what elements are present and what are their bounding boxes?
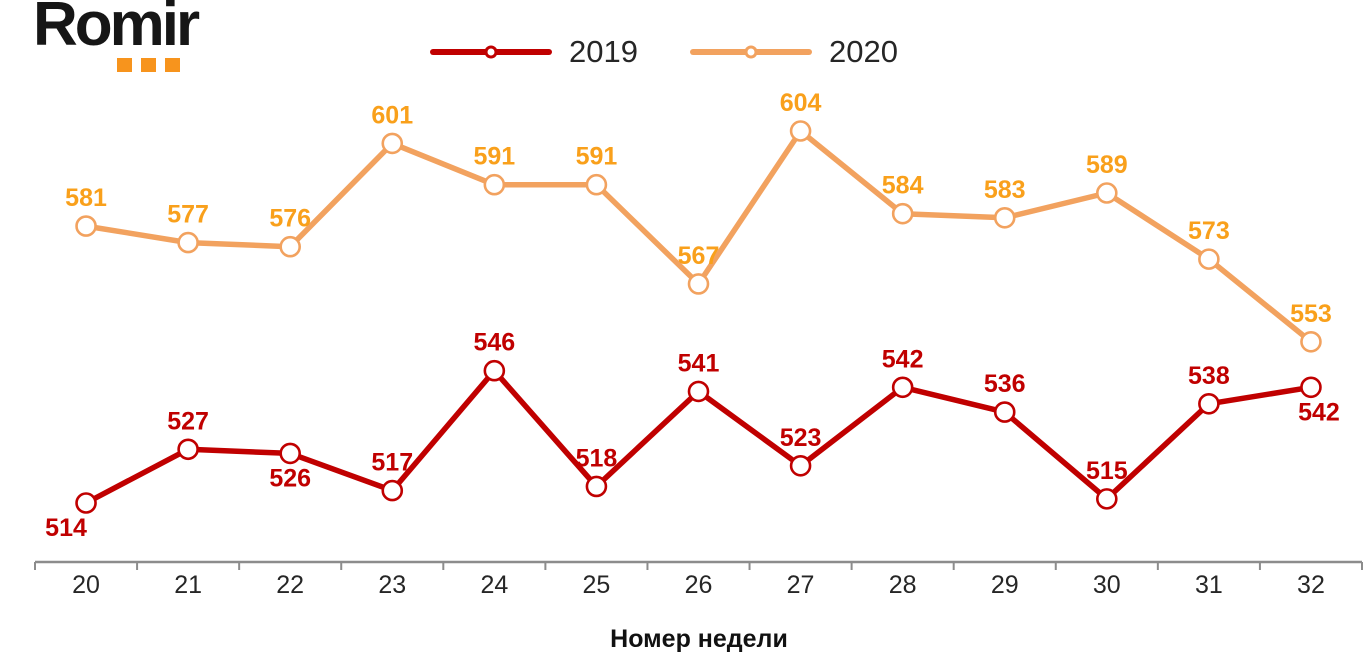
series-2020-marker xyxy=(483,173,506,196)
data-label-2019: 523 xyxy=(780,424,822,452)
x-tick-label: 26 xyxy=(685,571,713,599)
legend-line-swatch xyxy=(430,45,552,58)
series-2019-marker xyxy=(483,359,506,382)
x-tick-label: 23 xyxy=(378,571,406,599)
x-tick-label: 22 xyxy=(276,571,304,599)
series-2020-marker xyxy=(381,132,404,155)
data-label-2019: 542 xyxy=(882,345,924,373)
series-2019-marker xyxy=(1300,376,1322,399)
x-tick-label: 21 xyxy=(174,571,202,599)
data-label-2020: 604 xyxy=(780,89,822,117)
chart-legend: 2019 2020 xyxy=(430,36,898,67)
data-label-2020: 576 xyxy=(269,205,311,233)
legend-item-2020: 2020 xyxy=(689,34,898,69)
data-label-2020: 591 xyxy=(576,143,618,171)
series-2020-marker xyxy=(1198,248,1220,270)
legend-line-swatch xyxy=(689,45,812,58)
data-label-2019: 518 xyxy=(576,445,618,473)
x-tick-label: 20 xyxy=(72,571,100,599)
x-tick-label: 31 xyxy=(1195,571,1223,599)
x-tick-label: 28 xyxy=(889,571,917,599)
series-2020-marker xyxy=(75,215,97,237)
legend-marker-icon xyxy=(744,45,758,58)
series-2019-marker xyxy=(789,454,812,477)
data-label-2019: 546 xyxy=(473,329,515,357)
series-2019-marker xyxy=(687,380,710,403)
series-2019-marker xyxy=(279,442,301,465)
logo-dot-icon xyxy=(165,58,180,72)
x-tick-label: 25 xyxy=(583,571,611,599)
legend-label: 2019 xyxy=(569,34,638,69)
data-label-2020: 584 xyxy=(882,172,924,200)
data-label-2020: 573 xyxy=(1188,217,1230,245)
series-2019-marker xyxy=(993,401,1016,423)
logo-dot-icon xyxy=(117,58,132,72)
data-label-2019: 514 xyxy=(45,514,87,542)
romir-logo-dots-icon xyxy=(117,58,180,72)
x-tick-label: 32 xyxy=(1297,571,1325,599)
data-label-2020: 567 xyxy=(678,242,720,270)
series-2020-marker xyxy=(1300,330,1322,353)
data-label-2019: 536 xyxy=(984,370,1026,398)
x-tick-label: 27 xyxy=(787,571,815,599)
series-2020-marker xyxy=(789,120,812,142)
legend-item-2019: 2019 xyxy=(430,36,638,67)
series-2020-marker xyxy=(687,273,710,295)
series-2019-marker xyxy=(75,492,97,514)
data-label-2019: 517 xyxy=(371,449,413,477)
series-2019-marker xyxy=(585,475,608,498)
series-2020-marker xyxy=(993,206,1016,229)
x-axis-title: Номер недели xyxy=(610,625,788,653)
legend-marker-icon xyxy=(484,45,498,58)
data-label-2019: 515 xyxy=(1086,457,1128,485)
series-2020-marker xyxy=(585,173,608,196)
data-label-2020: 583 xyxy=(984,176,1026,204)
legend-label: 2020 xyxy=(828,34,898,69)
x-tick-label: 30 xyxy=(1093,571,1121,599)
series-2020-marker xyxy=(891,202,914,225)
data-label-2019: 541 xyxy=(678,349,720,377)
data-label-2019: 538 xyxy=(1188,362,1230,390)
data-label-2019: 527 xyxy=(167,407,209,435)
data-label-2019: 542 xyxy=(1298,398,1340,426)
romir-logo: Romir xyxy=(33,0,253,84)
data-label-2019: 526 xyxy=(269,464,311,492)
series-2020-marker xyxy=(1096,182,1118,204)
series-2019-marker xyxy=(1198,392,1220,415)
data-label-2020: 581 xyxy=(65,184,107,212)
romir-logo-text: Romir xyxy=(33,0,200,59)
series-2020-marker xyxy=(279,235,301,258)
data-label-2020: 553 xyxy=(1290,300,1332,328)
logo-dot-icon xyxy=(141,58,156,72)
x-tick-label: 24 xyxy=(480,571,508,599)
data-label-2020: 589 xyxy=(1086,151,1128,179)
series-2019-marker xyxy=(381,479,404,502)
data-label-2020: 591 xyxy=(473,143,515,171)
series-2019-marker xyxy=(891,376,914,399)
data-label-2020: 601 xyxy=(371,101,413,129)
series-2020-marker xyxy=(177,231,199,254)
series-2019-marker xyxy=(1096,488,1118,510)
data-label-2020: 577 xyxy=(167,201,209,229)
x-tick-label: 29 xyxy=(991,571,1019,599)
series-2019-marker xyxy=(177,438,199,461)
